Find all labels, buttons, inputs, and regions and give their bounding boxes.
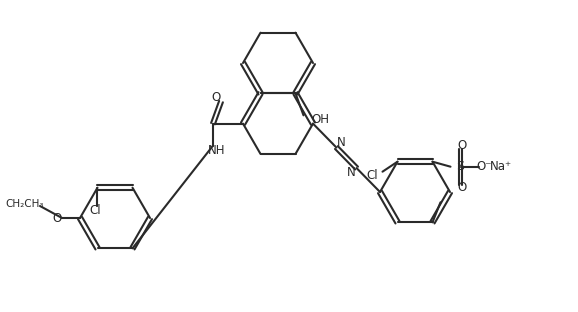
Text: O⁻: O⁻ xyxy=(477,160,492,173)
Text: Na⁺: Na⁺ xyxy=(490,160,512,173)
Text: OH: OH xyxy=(312,113,329,126)
Text: O: O xyxy=(53,212,62,225)
Text: O: O xyxy=(458,181,467,194)
Text: CH₂CH₃: CH₂CH₃ xyxy=(6,199,45,209)
Text: NH: NH xyxy=(208,144,226,157)
Text: O: O xyxy=(212,91,221,104)
Text: N: N xyxy=(337,136,346,149)
Text: Cl: Cl xyxy=(366,169,379,182)
Text: O: O xyxy=(458,139,467,152)
Text: S: S xyxy=(457,160,465,173)
Text: Cl: Cl xyxy=(90,204,101,217)
Text: N: N xyxy=(347,167,356,179)
